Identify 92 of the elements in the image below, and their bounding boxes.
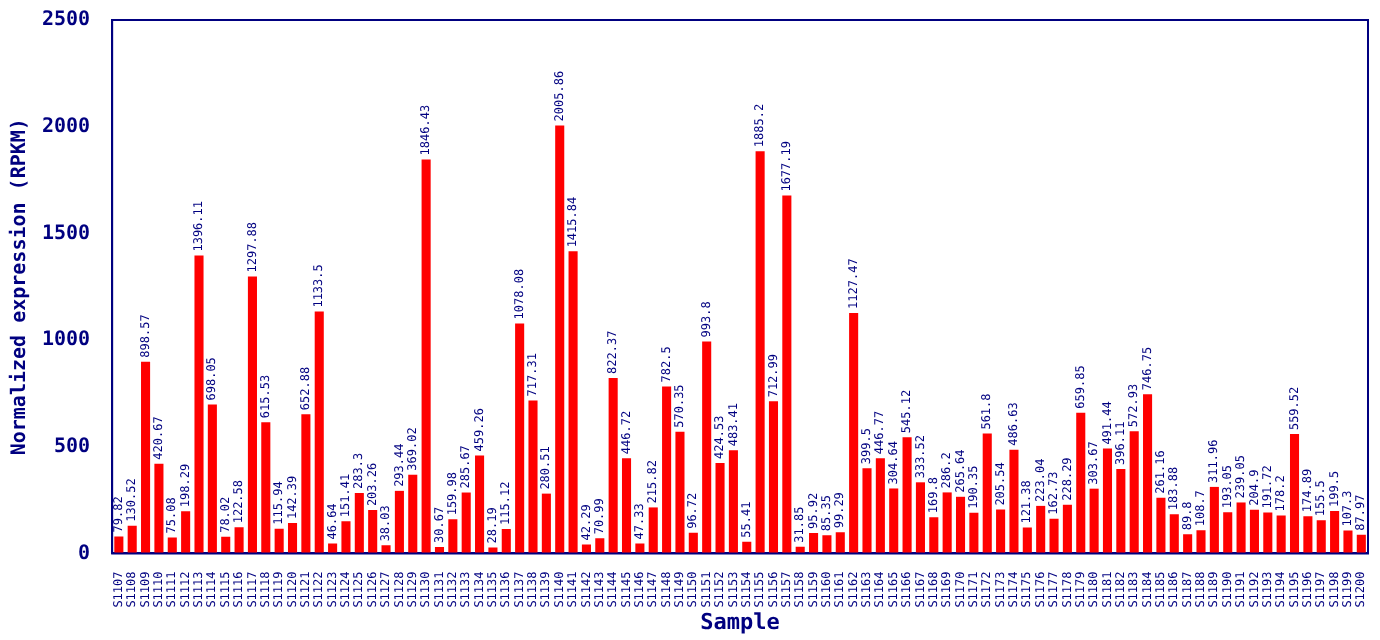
- bar: [461, 492, 471, 554]
- bar: [314, 311, 324, 554]
- y-tick-label: 0: [78, 542, 91, 565]
- bar: [1062, 504, 1072, 554]
- bar: [368, 510, 378, 554]
- bar: [1223, 512, 1233, 554]
- bar: [849, 312, 859, 554]
- bar: [1330, 510, 1340, 554]
- y-tick-label: 500: [54, 435, 91, 458]
- bar: [675, 431, 685, 554]
- bar: [782, 195, 792, 554]
- bar: [929, 517, 939, 554]
- bar: [154, 463, 164, 554]
- bar: [608, 377, 618, 554]
- bar: [1289, 434, 1300, 554]
- bar: [955, 496, 966, 554]
- bar: [1249, 509, 1259, 554]
- bar: [127, 525, 137, 554]
- bar: [247, 276, 257, 554]
- bar: [942, 492, 952, 554]
- bar: [1049, 518, 1059, 554]
- bar: [768, 401, 779, 554]
- bar: [1129, 431, 1139, 554]
- bar: [301, 414, 311, 554]
- bar: [755, 151, 765, 554]
- bar: [141, 361, 151, 554]
- bar: [969, 512, 979, 554]
- bar: [274, 528, 284, 554]
- bar: [1116, 468, 1126, 554]
- bar: [688, 532, 698, 554]
- bar: [1276, 515, 1286, 554]
- y-tick-label: 1500: [41, 222, 91, 245]
- bar: [728, 450, 738, 554]
- bar: [421, 159, 431, 554]
- y-tick-label: 1000: [41, 329, 91, 352]
- bar: [1196, 530, 1206, 554]
- bar: [1102, 448, 1113, 554]
- bar: [194, 255, 204, 554]
- y-axis-title: Normalized expression (RPKM): [7, 118, 32, 456]
- bar: [809, 533, 819, 554]
- bar: [862, 468, 872, 554]
- bar: [982, 433, 992, 554]
- bar: [1343, 530, 1353, 554]
- bar: [915, 482, 925, 554]
- bar: [1143, 394, 1153, 554]
- bar: [568, 251, 578, 554]
- bar: [648, 507, 658, 554]
- bar: [1022, 527, 1032, 554]
- bar: [835, 532, 845, 554]
- bar: [448, 519, 458, 554]
- bar: [207, 404, 217, 554]
- bar: [555, 125, 565, 554]
- bar: [1263, 512, 1273, 554]
- bar: [408, 474, 418, 554]
- bar: [234, 527, 244, 554]
- bar: [1316, 520, 1326, 554]
- y-tick-label: 2000: [41, 115, 91, 138]
- bar: [1236, 502, 1246, 554]
- x-axis-title: Sample: [700, 608, 781, 635]
- bar: [1036, 505, 1046, 554]
- bar: [114, 536, 124, 554]
- bar: [1089, 488, 1099, 554]
- bar: [595, 538, 605, 554]
- bar: [181, 511, 191, 554]
- bar: [662, 386, 672, 554]
- bar: [541, 493, 551, 554]
- bar: [822, 535, 832, 554]
- y-tick-label: 2500: [41, 9, 91, 32]
- bar: [261, 422, 271, 554]
- bar: [1183, 534, 1193, 554]
- bar: [341, 521, 351, 554]
- bar: [889, 488, 899, 554]
- bar: [902, 437, 912, 554]
- bar: [715, 462, 725, 554]
- bar: [515, 323, 525, 554]
- bar: [1169, 514, 1179, 554]
- bar: [996, 509, 1006, 554]
- bar: [501, 528, 511, 554]
- bar: [702, 341, 712, 554]
- bar: [621, 458, 632, 554]
- bar: [875, 458, 885, 554]
- bar: [1156, 497, 1166, 554]
- bar: [1076, 412, 1086, 554]
- bar: [475, 455, 485, 554]
- bar: [287, 523, 298, 554]
- bar: [354, 493, 364, 554]
- bar: [394, 490, 404, 554]
- bar: [1009, 449, 1019, 554]
- bar: [1303, 516, 1313, 554]
- bar: [1209, 486, 1219, 554]
- bar: [528, 400, 538, 554]
- bar: [167, 537, 177, 554]
